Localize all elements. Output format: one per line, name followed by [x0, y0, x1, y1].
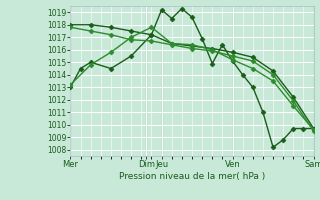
X-axis label: Pression niveau de la mer( hPa ): Pression niveau de la mer( hPa ): [119, 172, 265, 181]
